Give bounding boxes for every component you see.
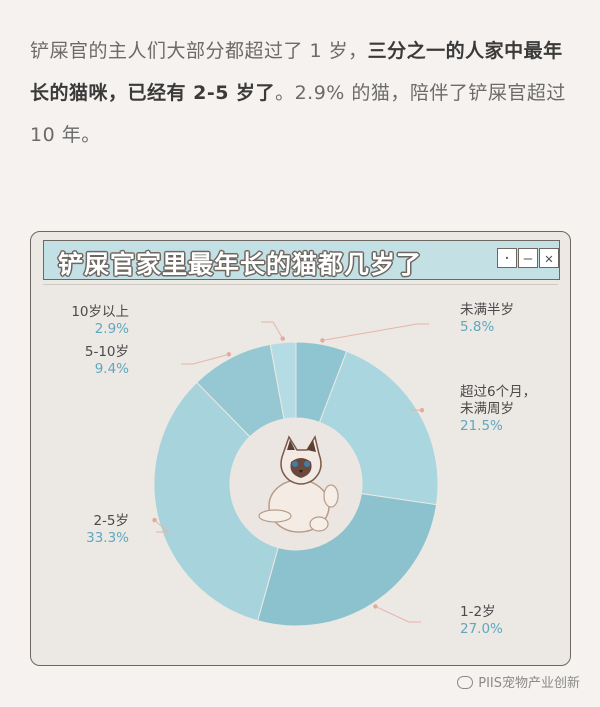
leader-line-0: [322, 323, 429, 341]
window-close-button[interactable]: ✕: [539, 248, 559, 268]
intro-text-1: 铲屎官的主人们大部分都超过了 1 岁，: [30, 40, 368, 62]
intro-paragraph: 铲屎官的主人们大部分都超过了 1 岁，三分之一的人家中最年长的猫咪，已经有 2-…: [30, 30, 575, 156]
slice-label-1: 超过6个月， 未满周岁 21.5%: [460, 384, 537, 434]
leader-line-4: [181, 353, 229, 365]
slice-label-4: 5-10岁 9.4%: [84, 344, 129, 377]
leader-dot-2: [373, 604, 378, 609]
titlebar-divider: [43, 284, 558, 285]
wechat-icon: [457, 676, 474, 689]
leader-dot-5: [280, 336, 285, 341]
donut-slice-2: [257, 493, 438, 627]
donut-chart: [152, 321, 439, 627]
slice-label-0: 未满半岁 5.8%: [460, 302, 514, 335]
ragdoll-cat-illustration: [258, 435, 339, 533]
leader-line-3: [154, 519, 170, 533]
leader-line-2: [375, 606, 421, 623]
slice-label-2: 1-2岁 27.0%: [460, 604, 503, 637]
window-menu-button[interactable]: ·: [497, 248, 517, 268]
leader-line-5: [261, 321, 284, 339]
chart-title: 铲屎官家里最年长的猫都几岁了: [58, 250, 423, 279]
watermark-text: PIIS宠物产业创新: [478, 676, 580, 691]
intro-text-bold: 三分之一的人家中最年长的猫咪，已经有 2-5 岁了: [30, 40, 563, 104]
slice-label-3: 2-5岁 33.3%: [86, 513, 129, 546]
watermark: PIIS宠物产业创新: [457, 672, 580, 691]
window-minimize-button[interactable]: —: [518, 248, 538, 268]
slice-label-5: 10岁以上 2.9%: [71, 304, 129, 337]
intro-text-2: 。2.9% 的猫，陪伴了铲屎官超过 10 年。: [30, 82, 566, 146]
window-titlebar: 铲屎官家里最年长的猫都几岁了 · — ✕: [43, 240, 560, 280]
chart-window: 铲屎官家里最年长的猫都几岁了 · — ✕ 未满半岁 5.8%: [30, 231, 571, 666]
